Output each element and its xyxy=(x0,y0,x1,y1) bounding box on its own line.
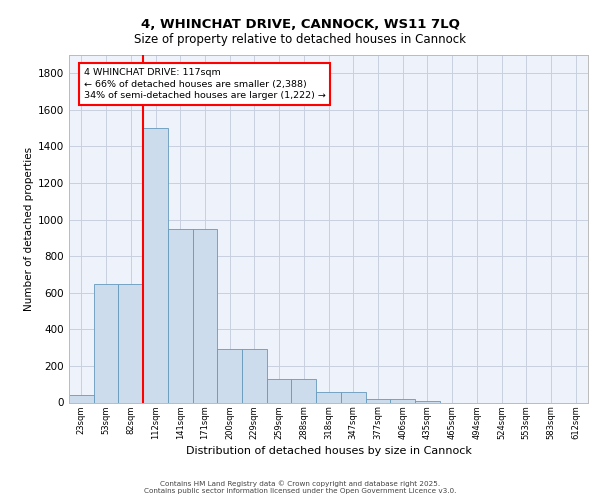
Bar xyxy=(242,348,267,403)
Bar xyxy=(118,284,143,403)
Bar xyxy=(316,392,341,402)
Bar xyxy=(390,399,415,402)
Bar xyxy=(292,378,316,402)
Bar xyxy=(193,229,217,402)
Bar xyxy=(341,392,365,402)
Y-axis label: Number of detached properties: Number of detached properties xyxy=(24,146,34,311)
X-axis label: Distribution of detached houses by size in Cannock: Distribution of detached houses by size … xyxy=(185,446,472,456)
Bar xyxy=(267,378,292,402)
Bar xyxy=(143,128,168,402)
Bar xyxy=(69,395,94,402)
Bar xyxy=(168,229,193,402)
Text: 4, WHINCHAT DRIVE, CANNOCK, WS11 7LQ: 4, WHINCHAT DRIVE, CANNOCK, WS11 7LQ xyxy=(140,18,460,30)
Text: Size of property relative to detached houses in Cannock: Size of property relative to detached ho… xyxy=(134,32,466,46)
Bar xyxy=(365,399,390,402)
Text: Contains HM Land Registry data © Crown copyright and database right 2025.
Contai: Contains HM Land Registry data © Crown c… xyxy=(144,480,456,494)
Bar xyxy=(94,284,118,403)
Bar xyxy=(217,348,242,403)
Bar xyxy=(415,401,440,402)
Text: 4 WHINCHAT DRIVE: 117sqm
← 66% of detached houses are smaller (2,388)
34% of sem: 4 WHINCHAT DRIVE: 117sqm ← 66% of detach… xyxy=(83,68,325,100)
